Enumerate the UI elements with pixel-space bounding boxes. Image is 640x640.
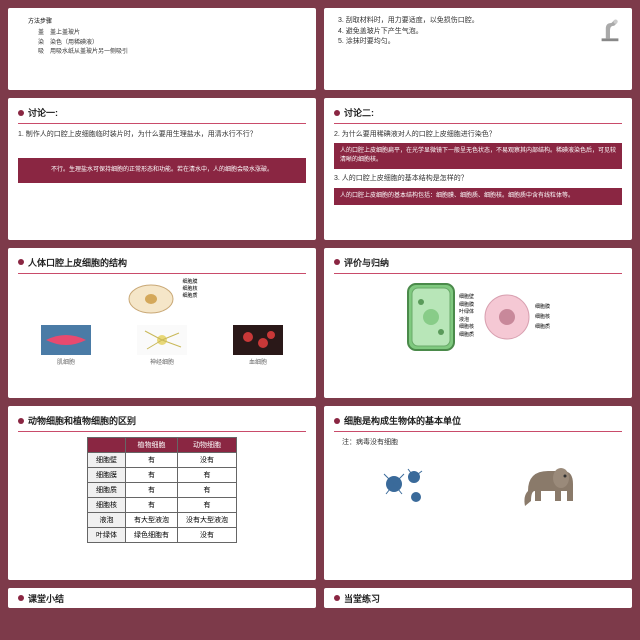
table-row: 细胞膜有有 — [88, 468, 237, 483]
question-text: 2. 为什么要用稀碘液对人的口腔上皮细胞进行染色？ — [334, 129, 622, 140]
table-row: 细胞核有有 — [88, 498, 237, 513]
step-item: 染 染色（用稀碘液） — [38, 39, 306, 49]
slide-title: 细胞是构成生物体的基本单位 — [344, 414, 461, 427]
th: 植物细胞 — [126, 438, 178, 453]
comparison-table: 植物细胞动物细胞 细胞壁有没有 细胞膜有有 细胞质有有 细胞核有有 液泡有大型液… — [87, 437, 237, 543]
slide-title: 评价与归纳 — [344, 256, 389, 269]
slide-exercise: 当堂练习 — [324, 588, 632, 608]
label: 细胞核 — [535, 312, 550, 322]
muscle-cell-image — [41, 325, 91, 355]
question-text: 3. 人的口腔上皮细胞的基本结构是怎样的？ — [334, 173, 622, 184]
slide-title: 人体口腔上皮细胞的结构 — [28, 256, 127, 269]
slide-discussion-1: 讨论一: 1. 制作人的口腔上皮细胞临时装片时，为什么要用生理盐水，用清水行不行… — [8, 98, 316, 240]
microscope-icon — [596, 16, 624, 44]
list-item: 5. 涂抹时要均匀。 — [338, 37, 622, 48]
label: 叶绿体 — [459, 309, 474, 317]
label: 细胞质 — [535, 322, 550, 332]
slide-method-steps: 方法步骤 盖 盖上盖玻片 染 染色（用稀碘液） 吸 用吸水纸从盖玻片另一侧吸引 — [8, 8, 316, 90]
label: 细胞膜 — [182, 279, 197, 286]
label: 细胞壁 — [459, 294, 474, 302]
step-item: 盖 盖上盖玻片 — [38, 29, 306, 39]
plant-cell-diagram — [406, 282, 456, 352]
slide-comparison-table: 动物细胞和植物细胞的区别 植物细胞动物细胞 细胞壁有没有 细胞膜有有 细胞质有有… — [8, 406, 316, 579]
slide-evaluation: 评价与归纳 细胞壁 细胞膜 叶绿体 液泡 细胞核 细胞质 细胞膜 细胞核 细胞质 — [324, 248, 632, 398]
slide-precautions: 3. 刮取材料时，用力要适度，以免损伤口腔。 4. 避免盖玻片下产生气泡。 5.… — [324, 8, 632, 90]
label: 细胞质 — [182, 293, 197, 300]
table-row: 液泡有大型液泡没有大型液泡 — [88, 513, 237, 528]
elephant-image — [513, 456, 583, 511]
slide-title: 讨论一: — [28, 106, 58, 119]
slide-title: 讨论二: — [344, 106, 374, 119]
cell-label: 肌细胞 — [41, 357, 91, 366]
label: 细胞质 — [459, 332, 474, 340]
nerve-cell-image — [137, 325, 187, 355]
label: 细胞核 — [459, 324, 474, 332]
question-text: 1. 制作人的口腔上皮细胞临时装片时，为什么要用生理盐水，用清水行不行？ — [18, 129, 306, 140]
slide-summary: 课堂小结 — [8, 588, 316, 608]
animal-cell-diagram — [482, 292, 532, 342]
th — [88, 438, 126, 453]
epithelial-cell-diagram — [126, 279, 176, 319]
table-row: 细胞壁有没有 — [88, 453, 237, 468]
blood-cell-image — [233, 325, 283, 355]
label: 细胞核 — [182, 286, 197, 293]
table-row: 细胞质有有 — [88, 483, 237, 498]
slide-grid: 方法步骤 盖 盖上盖玻片 染 染色（用稀碘液） 吸 用吸水纸从盖玻片另一侧吸引 … — [0, 0, 640, 640]
virus-image — [374, 459, 434, 509]
th: 动物细胞 — [178, 438, 237, 453]
step-item: 吸 用吸水纸从盖玻片另一侧吸引 — [38, 48, 306, 58]
step-label: 方法步骤 — [28, 16, 52, 25]
slide-discussion-2: 讨论二: 2. 为什么要用稀碘液对人的口腔上皮细胞进行染色？ 人的口腔上皮细胞扁… — [324, 98, 632, 240]
note-text: 注：病毒没有细胞 — [342, 437, 622, 448]
list-item: 4. 避免盖玻片下产生气泡。 — [338, 27, 622, 38]
slide-title: 课堂小结 — [28, 592, 64, 605]
answer-box: 不行。生理盐水可保持细胞的正常形态和功能。若在清水中，人的细胞会吸水涨破。 — [18, 158, 306, 183]
cell-label: 神经细胞 — [137, 357, 187, 366]
slide-cell-structure: 人体口腔上皮细胞的结构 细胞膜 细胞核 细胞质 肌细胞 神经细胞 血细胞 — [8, 248, 316, 398]
table-row: 叶绿体绿色细胞有没有 — [88, 528, 237, 543]
slide-title: 当堂练习 — [344, 592, 380, 605]
cell-label: 血细胞 — [233, 357, 283, 366]
slide-title: 动物细胞和植物细胞的区别 — [28, 414, 136, 427]
list-item: 3. 刮取材料时，用力要适度，以免损伤口腔。 — [338, 16, 622, 27]
label: 细胞膜 — [535, 302, 550, 312]
slide-cell-unit: 细胞是构成生物体的基本单位 注：病毒没有细胞 — [324, 406, 632, 579]
answer-box: 人的口腔上皮细胞的基本结构包括：细胞膜、细胞质、细胞核。细胞质中含有线粒体等。 — [334, 188, 622, 205]
answer-box: 人的口腔上皮细胞扁平，在光学显微镜下一般呈无色状态，不易观察其内部结构。稀碘液染… — [334, 143, 622, 169]
